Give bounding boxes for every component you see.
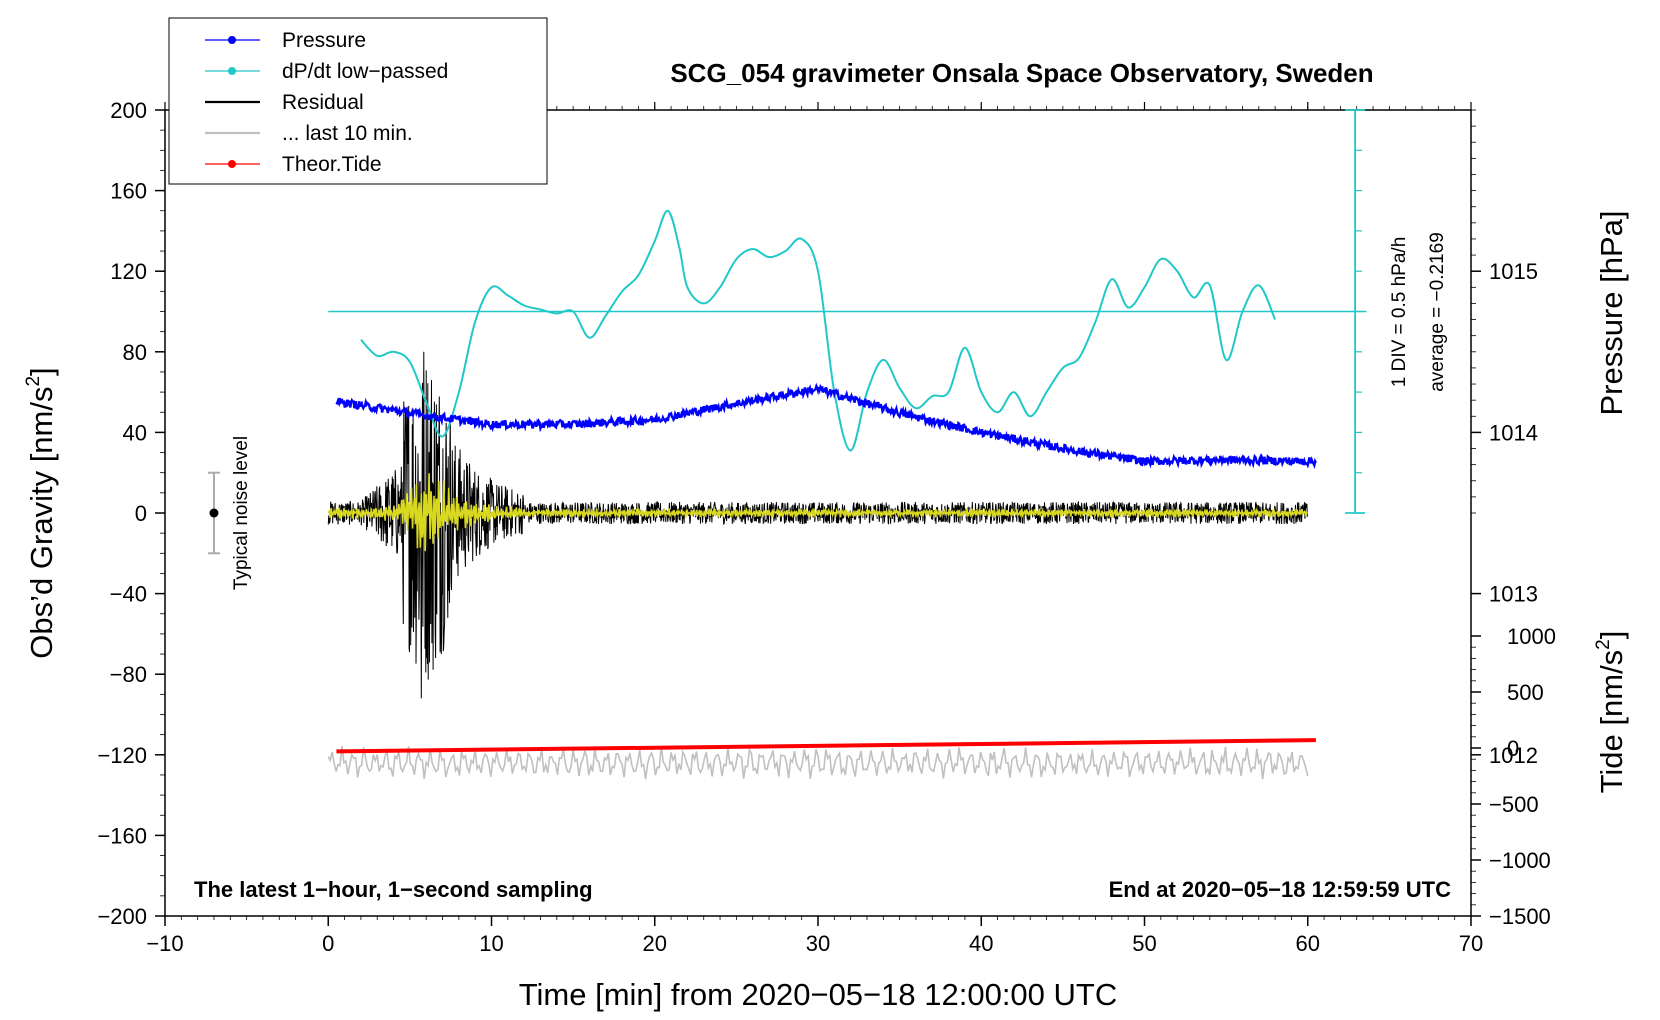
tide-tick-label: 1000 [1507, 624, 1556, 649]
pressure-line [335, 382, 1317, 469]
tide-tick-label: 500 [1507, 680, 1544, 705]
y-axis-pressure: 1012 1013 1014 1015 [1471, 109, 1538, 768]
x-tick-label: 0 [322, 931, 334, 956]
dpdt-line [360, 209, 1277, 452]
legend-label-0: Pressure [282, 29, 366, 52]
y-tick-label: 80 [123, 340, 147, 365]
series-tide [336, 738, 1316, 754]
y-tick-label: 0 [135, 501, 147, 526]
y-axis-tide-label: Tide [nm/s2] [1593, 631, 1629, 794]
y-left-label-end: ] [24, 367, 59, 376]
y-axis-left-label: Obs’d Gravity [nm/s2] [23, 367, 59, 658]
y-axis-pressure-label: Pressure [hPa] [1594, 210, 1629, 415]
legend: Pressure dP/dt low−passed Residual ... last… [168, 17, 548, 185]
y-left-label-main: Obs’d Gravity [nm/s [24, 387, 59, 659]
tide-tick-label: −1500 [1489, 904, 1551, 929]
x-tick-label: 60 [1296, 931, 1320, 956]
residual-line [327, 351, 1309, 699]
last-10-min-line [327, 746, 1309, 780]
series-last-10-min [327, 746, 1309, 780]
tide-tick-label: −1000 [1489, 848, 1551, 873]
x-tick-label: −10 [146, 931, 183, 956]
pressure-tick-label: 1015 [1489, 259, 1538, 284]
legend-label-2: Residual [282, 91, 364, 114]
noise-label: Typical noise level [231, 436, 252, 590]
x-tick-label: 70 [1459, 931, 1483, 956]
tide-label-main: Tide [nm/s [1594, 650, 1629, 794]
pressure-tick-label: 1013 [1489, 582, 1538, 607]
legend-label-3: ... last 10 min. [282, 122, 413, 145]
x-tick-label: 20 [643, 931, 667, 956]
y-tick-label: −120 [97, 743, 147, 768]
x-axis-label: Time [min] from 2020−05−18 12:00:00 UTC [519, 977, 1118, 1012]
pressure-tick-label: 1014 [1489, 420, 1538, 445]
legend-marker-1 [228, 67, 236, 75]
y-axis-left: −200 −160 −120 −80 −40 0 40 80 120 160 200 [97, 98, 165, 929]
chart-title: SCG_054 gravimeter Onsala Space Observat… [670, 58, 1373, 88]
legend-label-4: Theor.Tide [282, 153, 382, 176]
y-tick-label: 40 [123, 420, 147, 445]
x-tick-label: 10 [479, 931, 503, 956]
y-axis-tide: −1500 −1000 −500 0 500 1000 [1471, 624, 1556, 929]
left-note: The latest 1−hour, 1−second sampling [194, 877, 593, 902]
pressure-tick-label: 1012 [1489, 743, 1538, 768]
tide-tick-label: 0 [1507, 736, 1519, 761]
legend-marker-4 [228, 160, 236, 168]
avg-label: average = −0.2169 [1427, 232, 1448, 392]
y-left-label-sup: 2 [23, 376, 44, 387]
legend-marker-0 [228, 36, 236, 44]
noise-level-dot [209, 508, 219, 518]
right-note: End at 2020−05−18 12:59:59 UTC [1109, 877, 1452, 902]
y-tick-label: 160 [110, 179, 147, 204]
y-tick-label: −200 [97, 904, 147, 929]
y-tick-label: 200 [110, 98, 147, 123]
x-tick-label: 40 [969, 931, 993, 956]
series-pressure [335, 382, 1317, 469]
y-tick-label: −160 [97, 823, 147, 848]
tide-label-end: ] [1594, 631, 1629, 640]
y-tick-label: 120 [110, 259, 147, 284]
legend-label-1: dP/dt low−passed [282, 60, 448, 83]
dpdt-scale-bar [328, 109, 1367, 514]
series-dpdt [360, 209, 1277, 452]
tide-tick-label: −500 [1489, 792, 1539, 817]
tide-label-sup: 2 [1593, 639, 1614, 650]
residual-smoothed-line [327, 473, 1308, 552]
x-tick-label: 30 [806, 931, 830, 956]
tide-line [336, 738, 1316, 754]
noise-level-marker [207, 471, 220, 555]
y-tick-label: −40 [110, 582, 147, 607]
y-tick-label: −80 [110, 662, 147, 687]
x-axis: −10 0 10 20 30 40 50 60 70 [146, 102, 1483, 956]
x-tick-label: 50 [1132, 931, 1156, 956]
series-residual [327, 351, 1309, 699]
div-label: 1 DIV = 0.5 hPa/h [1389, 237, 1410, 388]
